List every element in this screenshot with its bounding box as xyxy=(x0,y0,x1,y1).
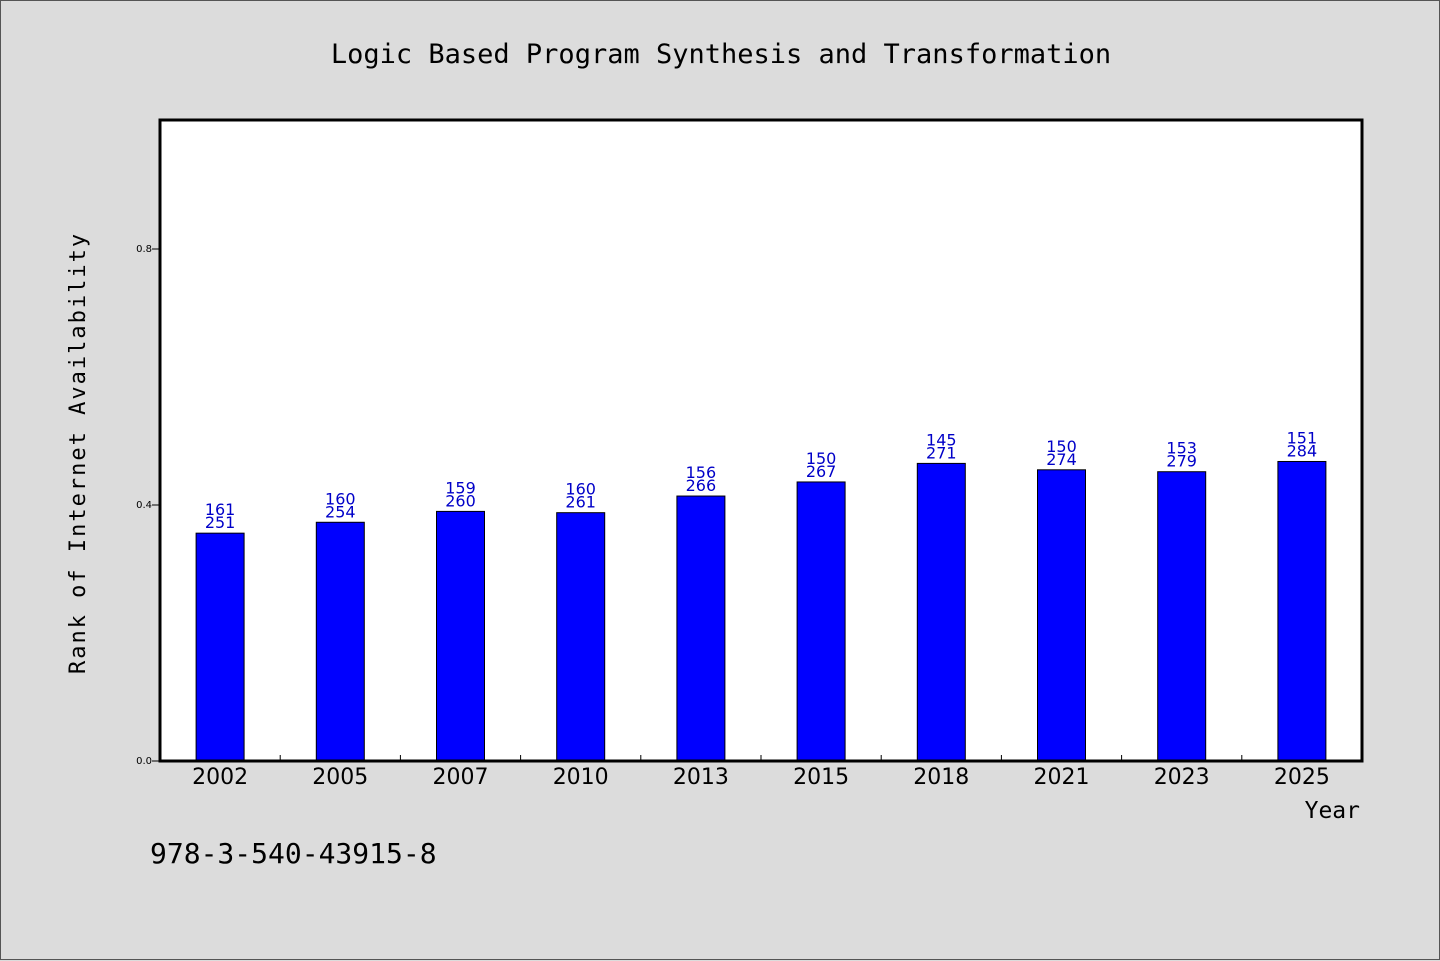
data-label-bottom: 261 xyxy=(565,493,596,512)
chart-title: Logic Based Program Synthesis and Transf… xyxy=(331,39,1111,70)
x-tick-label: 2002 xyxy=(192,765,248,790)
x-tick-label: 2013 xyxy=(673,765,729,790)
bar xyxy=(1157,471,1207,762)
isbn-label: 978-3-540-43915-8 xyxy=(150,837,437,870)
y-tick-label: 0.8 xyxy=(136,244,152,255)
y-tick-label: 0.0 xyxy=(136,756,152,767)
bar xyxy=(676,495,726,762)
data-label-top: 160 xyxy=(565,480,596,499)
bar xyxy=(1277,460,1327,762)
bar xyxy=(436,510,485,762)
data-label-bottom: 266 xyxy=(686,476,717,495)
x-tick-label: 2005 xyxy=(312,765,368,790)
data-label-top: 161 xyxy=(205,500,236,519)
plot-border xyxy=(158,118,1364,763)
data-label-top: 159 xyxy=(445,478,476,497)
data-label-bottom: 251 xyxy=(205,513,236,532)
data-label-top: 150 xyxy=(1046,437,1077,456)
data-label-bottom: 254 xyxy=(325,502,356,521)
y-axis-title: Rank of Internet Availability xyxy=(66,232,91,674)
x-tick-label: 2018 xyxy=(913,765,969,790)
y-tick-label: 0.4 xyxy=(136,500,152,511)
bar xyxy=(195,532,245,762)
data-label-top: 151 xyxy=(1287,428,1318,447)
data-label-bottom: 267 xyxy=(806,462,837,481)
bar xyxy=(1037,469,1086,762)
data-label-bottom: 271 xyxy=(926,443,957,462)
x-tick-label: 2025 xyxy=(1274,765,1330,790)
data-labels-layer: 1612511602541592601602611562661502671452… xyxy=(205,428,1317,532)
x-tick-label: 2015 xyxy=(793,765,849,790)
y-axis: 0.0 0.4 0.8 xyxy=(136,244,160,767)
data-label-bottom: 274 xyxy=(1046,450,1077,469)
data-label-top: 153 xyxy=(1166,439,1197,458)
x-tick-label: 2021 xyxy=(1034,765,1090,790)
data-label-bottom: 284 xyxy=(1287,441,1318,460)
x-axis-title: Year xyxy=(1305,798,1360,824)
bar xyxy=(916,462,966,762)
x-axis: 2002 2005 2007 2010 2013 2015 2018 2021 2023 2025 xyxy=(192,755,1330,790)
data-label-bottom: 260 xyxy=(445,491,476,510)
bar xyxy=(796,481,846,762)
bar xyxy=(315,521,365,762)
x-tick-label: 2023 xyxy=(1154,765,1210,790)
data-label-bottom: 279 xyxy=(1166,452,1197,471)
data-label-top: 145 xyxy=(926,430,957,449)
bars-layer xyxy=(195,460,1327,762)
data-label-top: 150 xyxy=(806,449,837,468)
x-tick-label: 2007 xyxy=(433,765,489,790)
data-label-top: 160 xyxy=(325,489,356,508)
x-tick-label: 2010 xyxy=(553,765,609,790)
data-label-top: 156 xyxy=(686,463,717,482)
bar xyxy=(556,512,606,762)
